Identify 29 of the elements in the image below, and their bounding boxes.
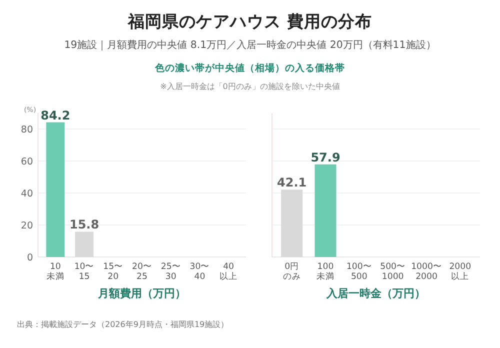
x-tick-label: 20〜 25 [132, 262, 152, 282]
x-tick-label: 500〜 1000 [380, 262, 406, 282]
x-tick-label: 10 未満 [46, 262, 64, 282]
y-tick-label: 60 [20, 156, 33, 168]
text: 色の濃い帯が中央値（相場）の入る価格帯 [154, 62, 345, 74]
y-tick-label: 20 [20, 220, 33, 232]
x-tick-label: 40 以上 [220, 262, 238, 282]
source-note: 出典：掲載施設データ（2026年9月時点・福岡県19施設） [17, 320, 229, 329]
chart-subtitle: 19施設｜月額費用の中央値 8.1万円／入居一時金の中央値 20万円（有料11施設） [64, 39, 436, 51]
x-tick-label: 100〜 500 [346, 262, 372, 282]
text: ※入居一時金は「0円のみ」の施設を除いた中央値 [160, 82, 340, 91]
x-tick-label: 0円のみ [282, 262, 301, 282]
x-tick-label: 15〜 20 [103, 262, 124, 282]
x-tick-label: 30〜 40 [190, 262, 210, 282]
x-tick-label: 100 未満 [316, 262, 334, 282]
x-axis-title: 月額費用（万円） [97, 287, 186, 300]
chart-title: 福岡県のケアハウス 費用の分布 [127, 12, 372, 31]
data-label: 15.8 [69, 218, 100, 232]
x-axis-title: 入居一時金（万円） [326, 287, 426, 300]
x-tick-label: 25〜 30 [160, 262, 181, 282]
x-tick-label: 10〜 15 [74, 262, 94, 282]
y-tick-label: 40 [20, 188, 33, 200]
data-label: 57.9 [310, 150, 340, 164]
x-tick-label: 2000 以上 [449, 262, 472, 282]
data-label: 42.1 [277, 176, 307, 190]
y-tick-label: 80 [20, 124, 33, 136]
data-label: 84.2 [40, 108, 70, 122]
x-tick-label: 1000〜 2000 [411, 262, 442, 282]
y-tick-label: 0 [26, 252, 33, 264]
